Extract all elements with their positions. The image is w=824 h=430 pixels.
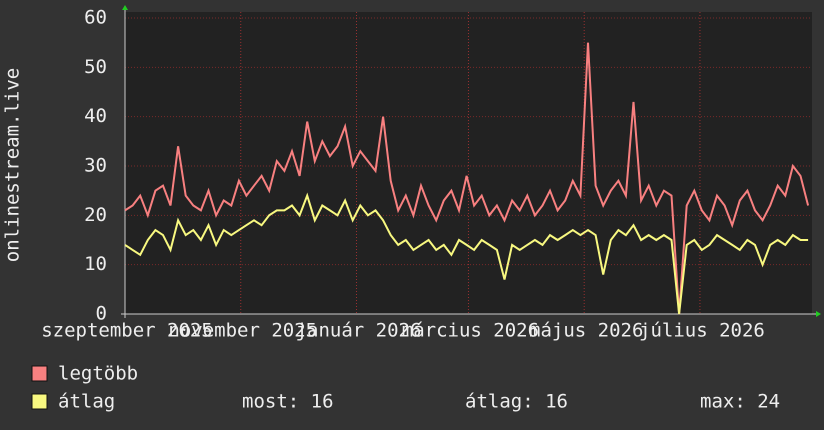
y-tick-label: 30 <box>84 155 107 177</box>
legend-stat: max: 24 <box>700 391 780 413</box>
y-tick-label: 10 <box>84 253 107 275</box>
y-tick-label: 40 <box>84 105 107 127</box>
x-tick-label: július 2026 <box>639 320 765 342</box>
x-tick-label: május 2026 <box>529 320 643 342</box>
y-tick-label: 60 <box>84 7 107 29</box>
legend-label: átlag <box>58 391 115 413</box>
x-tick-label: szeptember 2025 <box>41 320 213 342</box>
legend-swatch <box>31 393 48 410</box>
y-tick-label: 50 <box>84 56 107 78</box>
legend-label: legtöbb <box>58 363 138 385</box>
x-tick-label: november 2025 <box>168 320 317 342</box>
x-tick-label: március 2026 <box>402 320 539 342</box>
legend-stat: átlag: 16 <box>465 391 568 413</box>
axis-arrow <box>816 311 821 317</box>
x-tick-label: január 2026 <box>296 320 422 342</box>
axis-arrow <box>122 5 128 10</box>
y-axis-label: onlinestream.live <box>2 68 24 262</box>
legend-stat: most: 16 <box>242 391 334 413</box>
y-tick-label: 20 <box>84 204 107 226</box>
y-tick-label: 0 <box>96 303 107 325</box>
legend-swatch <box>31 365 48 382</box>
series-line <box>124 42 810 315</box>
series-line <box>124 192 809 315</box>
